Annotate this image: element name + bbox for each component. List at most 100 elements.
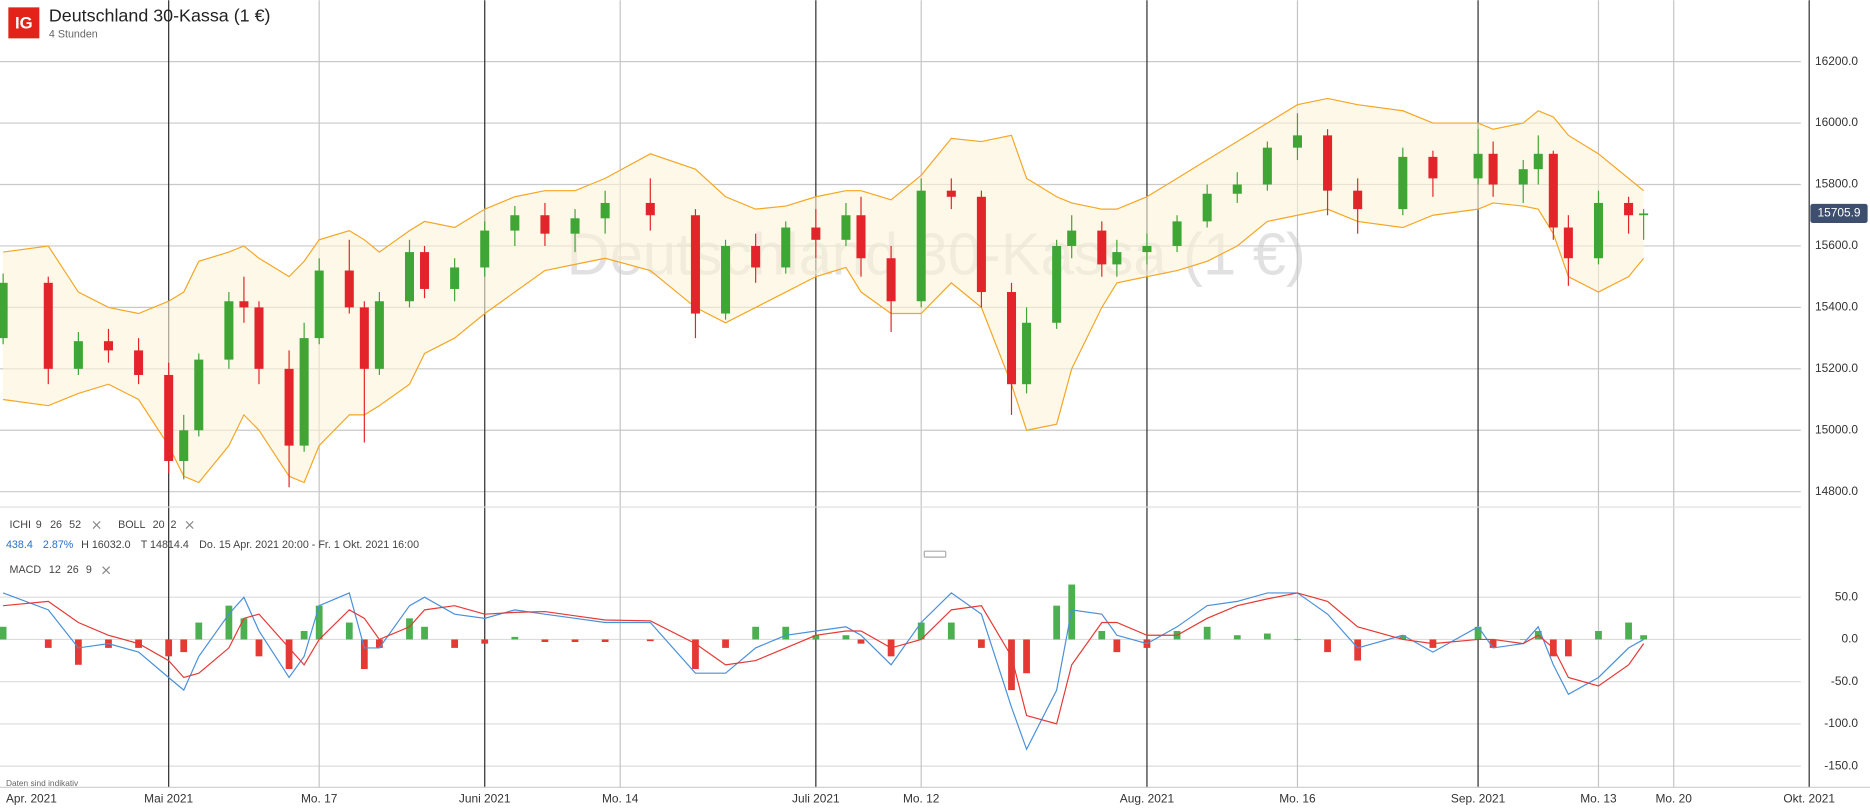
candle-body [1548,153,1558,228]
y-tick-label: 15800.0 [1815,177,1858,191]
candle-body [1202,193,1212,222]
candle-body [254,307,264,369]
candle-body [404,252,415,302]
macd-histogram-bar [451,639,459,648]
indicator-name: MACD [10,564,42,576]
candle-body [1006,292,1017,385]
macd-histogram-bar [421,626,428,640]
candle-body [1262,147,1272,185]
macd-histogram-bar [285,639,293,670]
candle-body [976,196,986,293]
x-tick-label: Mo. 20 [1656,791,1693,805]
remove-indicator[interactable] [92,520,101,529]
y-tick-label: 15400.0 [1815,300,1858,314]
macd-histogram-bar [1203,626,1211,640]
candle-body [841,215,851,240]
indicator-param: 12 [49,564,61,576]
candle-body [886,258,896,302]
candle-body [1473,153,1483,179]
candle-body [645,202,655,216]
candle-body [1428,156,1438,179]
candle-body [856,215,866,259]
candle-body [224,301,234,360]
macd-histogram-bar [1053,605,1061,640]
indicator-name: BOLL [118,519,145,531]
macd-histogram-bar [240,618,248,640]
chart-subtitle: 4 Stunden [49,29,98,41]
macd-histogram-bar [225,605,233,640]
candle-body [1142,245,1152,253]
candle-body [194,359,204,431]
candle-body [811,227,821,240]
candle-body [1112,252,1122,265]
candle-body [103,341,113,351]
candle-body [1022,322,1032,385]
macd-histogram-bar [541,639,549,642]
macd-histogram-bar [0,626,7,640]
macd-histogram-bar [1023,639,1030,674]
macd-histogram-bar [345,622,353,640]
candle-body [344,270,354,308]
macd-histogram-bar [917,622,925,640]
stat-change: 438.4 [6,539,33,551]
last-price-label: 15705.9 [1817,206,1860,220]
candle-body [600,202,610,219]
candle-body [374,301,384,369]
macd-histogram-bar [1595,630,1602,640]
x-tick-label: Juli 2021 [792,791,840,805]
x-tick-label: Sep. 2021 [1451,791,1506,805]
candle-body [1067,230,1077,246]
footnote: Daten sind indikativ [6,778,79,788]
bollinger-lower [3,202,1645,484]
macd-histogram-bar [255,639,263,657]
remove-indicator[interactable] [185,520,194,529]
candle-body [239,301,249,308]
macd-histogram-bar [1233,635,1241,640]
y-tick-label: 15600.0 [1815,238,1858,252]
macd-histogram-bar [1263,633,1271,640]
candle-body [1593,202,1603,259]
macd-histogram-bar [1640,635,1648,640]
macd-histogram-bar [1399,635,1407,640]
candle-body [1232,184,1242,194]
x-tick-label: Mo. 13 [1580,791,1617,805]
remove-indicator[interactable] [102,566,111,575]
macd-histogram-bar [315,605,323,640]
macd-histogram-bar [601,639,609,642]
candle-body [570,218,580,234]
candle-body [781,227,791,268]
candle-body [43,282,53,369]
candle-body [1292,135,1302,148]
indicator-param: 26 [50,519,62,531]
candle-body [164,374,174,461]
stat-high: H 16032.0 [81,539,131,551]
candle-body [450,267,460,289]
candle-body [1097,230,1107,265]
candle-body [1518,169,1528,185]
x-tick-label: Mo. 14 [602,791,639,805]
macd-histogram-bar [1354,639,1362,661]
macd-histogram-bar [406,618,413,640]
macd-histogram-bar [74,639,82,665]
x-tick-label: Mo. 12 [903,791,940,805]
macd-histogram-bar [1113,639,1121,653]
candle-body [359,307,369,369]
candle-body [179,430,189,461]
macd-histogram-bar [360,639,368,670]
candle-body [1488,153,1498,185]
macd-histogram-bar [1098,630,1106,640]
pane-resize-handle[interactable] [923,550,947,558]
macd-histogram-bar [44,639,52,648]
candle-body [916,190,926,302]
candle-body [480,230,490,268]
y-tick-label: 0.0 [1842,632,1859,646]
chart-title: Deutschland 30-Kassa (1 €) [49,6,271,26]
macd-histogram-bar [1489,639,1497,648]
macd-histogram-bar [978,639,985,648]
macd-histogram-bar [752,626,760,640]
candle-body [1323,135,1333,191]
macd-histogram-bar [1625,622,1632,640]
bollinger-upper [3,97,1645,315]
